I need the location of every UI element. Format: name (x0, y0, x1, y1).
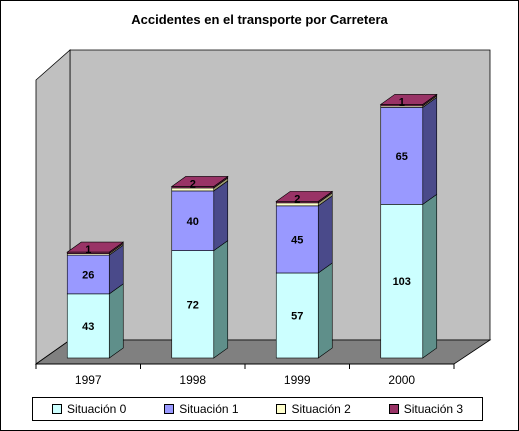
legend-item-1: Situación 1 (164, 402, 239, 416)
bar-top-2000 (379, 94, 438, 105)
data-label-1998-s0: 72 (187, 299, 199, 311)
bar-1997-Situación 0 (66, 293, 110, 359)
bar-1999-Situación 1 (275, 205, 319, 274)
x-tick-label-2000: 2000 (388, 373, 415, 387)
data-label-1998-s1: 40 (187, 216, 199, 228)
data-label-2000-s2: 1 (399, 96, 405, 108)
data-label-2000-s1: 65 (396, 151, 408, 163)
bar-2000-Situación 0 (380, 204, 424, 359)
legend-swatch-3 (388, 404, 399, 414)
bar-side-1997-s0 (108, 283, 124, 359)
bar-1998-Situación 1 (171, 190, 215, 251)
legend-label-0: Situación 0 (66, 402, 127, 416)
legend-label-3: Situación 3 (403, 402, 464, 416)
bar-side-2000-s1 (422, 96, 438, 205)
x-tick-label-1998: 1998 (179, 373, 206, 387)
legend-swatch-0 (51, 404, 62, 414)
x-tick-label-1997: 1997 (75, 373, 102, 387)
bar-2000-Situación 1 (380, 107, 424, 205)
legend-item-2: Situación 2 (276, 402, 351, 416)
data-label-1997-s2: 1 (85, 244, 91, 256)
bar-top-1997 (66, 241, 125, 253)
legend-label-1: Situación 1 (179, 402, 239, 416)
bar-side-1998-s1 (213, 180, 229, 252)
bar-side-1999-s0 (317, 262, 333, 359)
data-label-1999-s1: 45 (291, 234, 303, 246)
x-tick-label-1999: 1999 (284, 373, 311, 387)
legend-item-0: Situación 0 (51, 402, 127, 416)
bar-side-1998-s0 (213, 240, 229, 359)
chart-title: Accidentes en el transporte por Carreter… (131, 12, 388, 27)
data-label-1999-s2: 2 (294, 193, 300, 205)
bar-side-1999-s1 (317, 195, 333, 274)
bar-1998-Situación 0 (171, 250, 215, 359)
legend-swatch-2 (276, 404, 287, 414)
legend-swatch-1 (164, 404, 175, 414)
data-label-2000-s0: 103 (393, 276, 411, 288)
bar-top-1998 (170, 176, 229, 187)
bar-top-1999 (275, 191, 334, 202)
legend-label-2: Situación 2 (291, 402, 351, 416)
data-label-1997-s0: 43 (82, 321, 94, 333)
bar-1997-Situación 1 (66, 254, 110, 295)
data-label-1997-s1: 26 (82, 269, 94, 281)
data-label-1998-s2: 2 (190, 178, 196, 190)
legend: Situación 0 Situación 1 Situación 2 Situaci… (32, 397, 483, 421)
data-label-1999-s0: 57 (291, 310, 303, 322)
side-wall (35, 49, 71, 365)
legend-item-3: Situación 3 (388, 402, 464, 416)
bar-side-2000-s0 (422, 193, 438, 359)
